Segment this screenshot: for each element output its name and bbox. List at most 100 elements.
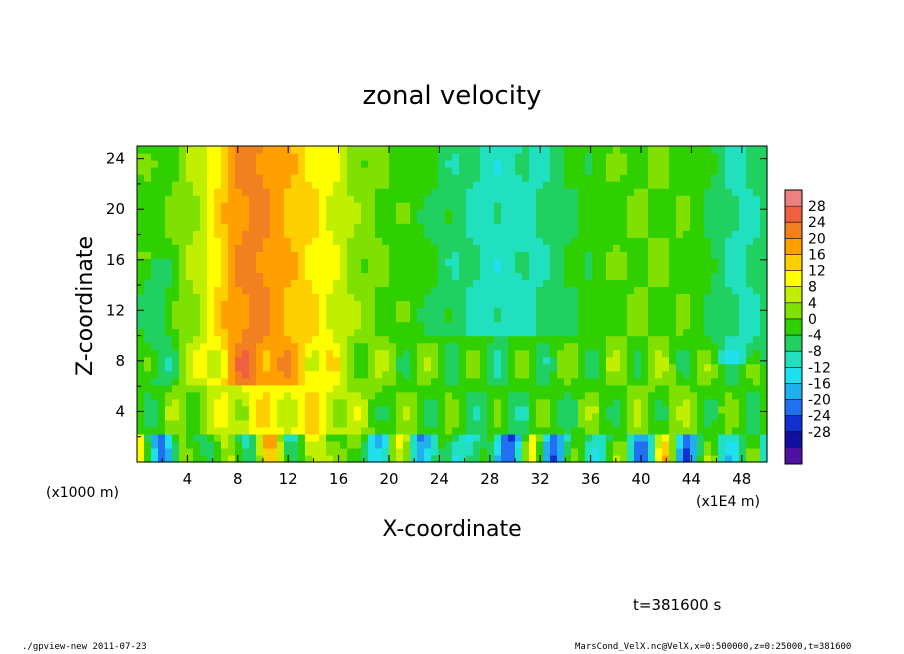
heatmap-cell [571,146,579,154]
heatmap-cell [648,328,656,337]
heatmap-cell [578,307,586,316]
heatmap-cell [354,342,362,351]
heatmap-cell [578,181,586,189]
heatmap-cell [270,258,278,266]
heatmap-cell [466,223,474,231]
heatmap-cell [256,370,264,379]
heatmap-cell [571,293,579,302]
heatmap-cell [431,230,439,238]
heatmap-cell [347,195,355,203]
heatmap-cell [179,447,187,456]
heatmap-cell [263,398,271,407]
heatmap-cell [424,230,432,238]
heatmap-cell [620,405,628,414]
heatmap-cell [270,377,278,386]
heatmap-cell [172,426,180,435]
heatmap-cell [634,223,642,231]
heatmap-cell [445,237,453,245]
heatmap-cell [200,335,208,344]
colorbar-tick-label: -4 [808,328,822,344]
heatmap-cell [550,244,558,252]
heatmap-cell [228,433,236,442]
heatmap-cell [522,433,530,442]
heatmap-cell [711,342,719,351]
heatmap-cell [501,293,509,302]
heatmap-cell [564,279,572,288]
heatmap-cell [494,160,502,168]
heatmap-cell [438,216,446,224]
heatmap-cell [361,223,369,231]
heatmap-cell [585,356,593,365]
heatmap-cell [515,440,523,449]
heatmap-cell [473,230,481,238]
heatmap-cell [585,454,593,463]
heatmap-cell [200,188,208,196]
heatmap-cell [200,321,208,330]
heatmap-cell [263,181,271,189]
heatmap-cell [270,307,278,316]
heatmap-cell [319,391,327,400]
heatmap-cell [277,321,285,330]
heatmap-cell [662,328,670,337]
heatmap-cell [746,181,754,189]
heatmap-cell [221,153,229,161]
heatmap-cell [739,209,747,217]
heatmap-cell [312,433,320,442]
heatmap-cell [438,258,446,266]
heatmap-cell [382,286,390,295]
heatmap-cell [648,195,656,203]
heatmap-cell [396,146,404,154]
heatmap-cell [333,314,341,323]
heatmap-cell [648,342,656,351]
heatmap-cell [207,265,215,273]
heatmap-cell [753,398,761,407]
heatmap-cell [277,447,285,456]
heatmap-cell [158,188,166,196]
heatmap-cell [732,293,740,302]
heatmap-cell [165,454,173,463]
heatmap-cell [172,146,180,154]
y-tick-label: 20 [106,200,125,218]
heatmap-cell [263,216,271,224]
heatmap-cell [396,237,404,245]
heatmap-cell [571,216,579,224]
heatmap-cell [158,370,166,379]
heatmap-cell [697,412,705,421]
heatmap-cell [669,426,677,435]
heatmap-cell [165,440,173,449]
heatmap-cell [543,356,551,365]
heatmap-cell [158,216,166,224]
heatmap-cell [641,181,649,189]
heatmap-cell [697,377,705,386]
heatmap-cell [319,181,327,189]
heatmap-cell [165,384,173,393]
heatmap-cell [137,335,145,344]
heatmap-cell [592,412,600,421]
heatmap-cell [396,244,404,252]
heatmap-cell [676,447,684,456]
heatmap-cell [298,447,306,456]
heatmap-cell [697,307,705,316]
heatmap-cell [326,251,334,259]
heatmap-cell [382,167,390,175]
heatmap-cell [466,335,474,344]
heatmap-cell [606,174,614,182]
heatmap-cell [739,440,747,449]
heatmap-cell [592,391,600,400]
heatmap-cell [158,433,166,442]
heatmap-cell [368,286,376,295]
heatmap-cell [620,454,628,463]
heatmap-cell [459,160,467,168]
heatmap-cell [186,286,194,295]
heatmap-cell [536,258,544,266]
heatmap-cell [669,209,677,217]
heatmap-cell [536,342,544,351]
heatmap-cell [536,377,544,386]
heatmap-cell [361,384,369,393]
heatmap-cell [557,398,565,407]
heatmap-cell [697,160,705,168]
heatmap-cell [620,153,628,161]
heatmap-cell [214,419,222,428]
heatmap-cell [347,447,355,456]
heatmap-cell [333,279,341,288]
